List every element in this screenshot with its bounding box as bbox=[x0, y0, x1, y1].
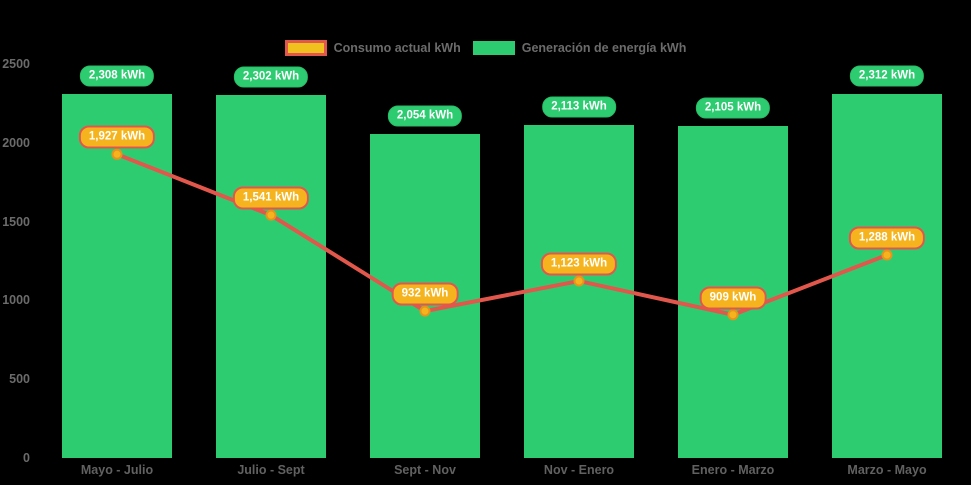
generation-value-label: 2,054 kWh bbox=[387, 105, 463, 127]
consumption-point[interactable] bbox=[419, 305, 431, 317]
x-tick-label: Marzo - Mayo bbox=[847, 463, 927, 477]
consumption-point[interactable] bbox=[265, 209, 277, 221]
consumption-value-label: 1,927 kWh bbox=[78, 125, 156, 149]
consumption-value-label: 1,288 kWh bbox=[848, 226, 926, 250]
x-tick-label: Julio - Sept bbox=[237, 463, 305, 477]
legend-label-generacion-energia: Generación de energía kWh bbox=[521, 41, 687, 55]
consumption-value-label: 909 kWh bbox=[699, 286, 767, 310]
x-tick-label: Nov - Enero bbox=[543, 463, 615, 477]
consumption-point[interactable] bbox=[573, 275, 585, 287]
y-tick-label: 500 bbox=[9, 372, 30, 387]
consumption-value-label: 932 kWh bbox=[391, 282, 459, 306]
y-tick-label: 0 bbox=[23, 451, 30, 465]
generation-value-label: 2,312 kWh bbox=[849, 65, 925, 87]
x-tick-label: Sept - Nov bbox=[394, 463, 456, 477]
x-tick-label: Mayo - Julio bbox=[80, 463, 154, 477]
consumption-value-label: 1,541 kWh bbox=[232, 186, 310, 210]
generacion-energia-swatch-icon bbox=[472, 41, 515, 55]
generation-value-label: 2,308 kWh bbox=[79, 65, 155, 87]
legend-item-generacion-energia[interactable]: Generación de energía kWh bbox=[472, 41, 687, 55]
generation-bar[interactable] bbox=[832, 93, 942, 458]
consumption-point[interactable] bbox=[881, 249, 893, 261]
x-tick-label: Enero - Marzo bbox=[691, 463, 775, 477]
generation-value-label: 2,113 kWh bbox=[542, 96, 616, 118]
generation-value-label: 2,302 kWh bbox=[233, 66, 309, 88]
chart-legend: Consumo actual kWh Generación de energía… bbox=[0, 38, 971, 58]
consumo-actual-swatch-icon bbox=[284, 40, 327, 56]
y-tick-label: 1000 bbox=[2, 293, 30, 308]
generation-bar[interactable] bbox=[524, 124, 634, 458]
consumption-point[interactable] bbox=[111, 148, 123, 160]
y-tick-label: 2000 bbox=[2, 135, 30, 150]
legend-item-consumo-actual[interactable]: Consumo actual kWh bbox=[284, 40, 461, 56]
generation-value-label: 2,105 kWh bbox=[695, 97, 771, 119]
y-tick-label: 2500 bbox=[2, 57, 30, 71]
legend-label-consumo-actual: Consumo actual kWh bbox=[333, 41, 461, 55]
consumption-value-label: 1,123 kWh bbox=[540, 252, 618, 276]
generation-bar[interactable] bbox=[216, 95, 326, 458]
consumption-point[interactable] bbox=[727, 309, 739, 321]
y-tick-label: 1500 bbox=[2, 214, 30, 229]
